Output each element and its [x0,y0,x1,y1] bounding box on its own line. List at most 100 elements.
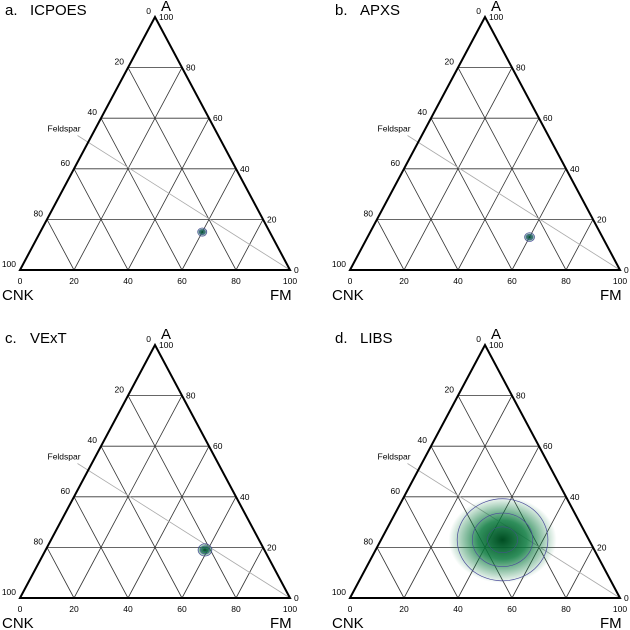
grid-line-fm-40 [127,118,210,271]
tick-cnk-100: 100 [2,587,16,597]
tick-a-20: 20 [267,214,277,224]
triangle-outline [18,342,292,599]
feldspar-label: Feldspar [48,124,81,134]
tick-fm-40: 40 [453,276,463,286]
grid-line-cnk-60 [403,496,459,599]
density-contour-inner [202,547,208,553]
vertex-label-cnk: CNK [332,615,364,630]
tick-cnk-20: 20 [445,57,455,67]
tick-cnk-60: 60 [61,158,71,168]
grid-line-cnk-40 [430,118,513,271]
density-contour-mid [198,229,206,236]
grid-lines [46,395,264,599]
feldspar-label: Feldspar [378,452,411,462]
density-contour-inner [200,230,205,234]
tick-fm-60: 60 [177,604,187,614]
tick-labels: 0 0 0 20 20 20 40 40 40 60 60 60 80 80 80 100 100 100 [2,334,299,614]
vertex-label-cnk: CNK [2,287,34,304]
tick-fm-20: 20 [69,604,79,614]
grid-line-cnk-40 [100,446,183,599]
vertex-label-cnk: CNK [2,615,34,630]
tick-fm-80: 80 [561,604,571,614]
density-blob [523,232,536,242]
panel-title: ICPOES [30,2,87,19]
tick-cnk-60: 60 [391,486,401,496]
tick-fm-40: 40 [453,604,463,614]
tick-cnk-20: 20 [115,385,125,395]
panel-label: c. [5,330,17,347]
grid-line-cnk-60 [403,168,459,271]
density-contour-outer [524,232,535,242]
density-blob [196,227,208,237]
grid-line-cnk-80 [376,547,405,599]
tick-cnk-80: 80 [34,536,44,546]
vertex-label-a: A [161,0,171,15]
grid-lines [376,67,594,271]
tick-fm-0: 0 [18,276,23,286]
grid-lines [46,67,264,271]
density-contour-mid [472,512,534,567]
tick-a-20: 20 [597,542,607,552]
triangle-outline [18,14,292,271]
tick-labels: 0 0 0 20 20 20 40 40 40 60 60 60 80 80 80 100 100 100 [332,334,629,614]
vertex-label-fm: FM [600,615,622,630]
tick-fm-100: 100 [283,604,297,614]
tick-a-0: 0 [294,593,299,603]
vertex-label-fm: FM [600,287,622,304]
tick-a-40: 40 [570,164,580,174]
tick-cnk-80: 80 [364,208,374,218]
tick-cnk-100: 100 [332,259,346,269]
tick-a-100: 100 [159,12,173,22]
tick-a-0: 0 [624,593,629,603]
panel-title: LIBS [360,330,393,347]
tick-a-60: 60 [543,113,553,123]
triangle-outline [348,14,622,271]
feldspar-line [407,135,621,271]
tick-cnk-40: 40 [88,435,98,445]
grid-line-fm-60 [181,168,237,271]
tick-a-80: 80 [186,63,196,73]
tick-fm-40: 40 [123,276,133,286]
ternary-panel-vext: c. VExT Feldspar 0 0 0 20 20 20 40 40 40 60 60 60 80 80 8… [2,326,299,630]
tick-a-20: 20 [597,214,607,224]
tick-cnk-60: 60 [391,158,401,168]
tick-cnk-40: 40 [418,107,428,117]
tick-a-40: 40 [570,492,580,502]
tick-a-80: 80 [516,391,526,401]
tick-cnk-40: 40 [418,435,428,445]
tick-fm-100: 100 [283,276,297,286]
tick-cnk-0: 0 [476,334,481,344]
density-contour-outer [197,227,208,237]
density-contour-inner [487,526,518,554]
tick-cnk-100: 100 [332,587,346,597]
tick-fm-20: 20 [399,276,409,286]
tick-a-100: 100 [489,12,503,22]
density-contour-mid [200,545,210,555]
density-contour-inner [527,235,532,239]
panel-label: d. [335,330,348,347]
vertex-label-a: A [491,326,501,343]
grid-line-cnk-40 [100,118,183,271]
tick-a-60: 60 [213,113,223,123]
density-contour-outer [456,498,549,582]
panel-label: b. [335,2,348,19]
tick-labels: 0 0 0 20 20 20 40 40 40 60 60 60 80 80 80 100 100 100 [2,6,299,286]
tick-cnk-80: 80 [34,208,44,218]
vertex-label-cnk: CNK [332,287,364,304]
tick-fm-80: 80 [561,276,571,286]
tick-a-80: 80 [186,391,196,401]
tick-cnk-60: 60 [61,486,71,496]
grid-line-cnk-60 [73,496,129,599]
feldspar-line [77,135,291,271]
tick-fm-60: 60 [177,276,187,286]
ternary-panel-apxs: b. APXS Feldspar 0 0 0 20 20 20 40 40 40 60 60 60 80 80 8… [332,0,629,304]
tick-a-20: 20 [267,542,277,552]
tick-a-100: 100 [159,340,173,350]
tick-fm-60: 60 [507,604,517,614]
tick-fm-20: 20 [69,276,79,286]
grid-line-cnk-80 [376,219,405,271]
tick-a-60: 60 [213,441,223,451]
tick-a-0: 0 [294,265,299,275]
grid-line-fm-60 [511,168,567,271]
